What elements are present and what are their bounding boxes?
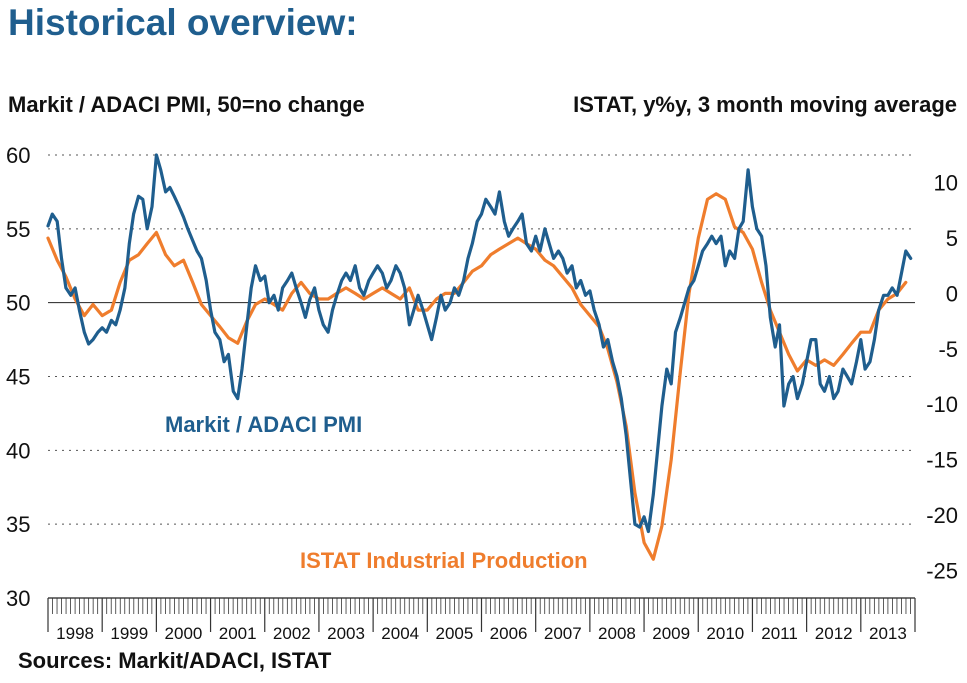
x-tick-label: 2013 bbox=[869, 624, 907, 643]
left-tick-label: 50 bbox=[6, 291, 30, 316]
left-tick-label: 55 bbox=[6, 217, 30, 242]
x-tick-label: 2009 bbox=[652, 624, 690, 643]
right-axis-title: ISTAT, y%y, 3 month moving average bbox=[573, 92, 957, 117]
x-tick-label: 2003 bbox=[327, 624, 365, 643]
right-tick-label: 0 bbox=[946, 281, 958, 306]
x-tick-label: 2005 bbox=[435, 624, 473, 643]
right-axis-ticks: -25 -20 -15 -10 -5 0 5 10 bbox=[926, 171, 958, 584]
x-tick-label: 1998 bbox=[56, 624, 94, 643]
right-tick-label: -5 bbox=[938, 337, 958, 362]
x-tick-label: 2008 bbox=[598, 624, 636, 643]
x-tick-label: 1999 bbox=[110, 624, 148, 643]
istat-line bbox=[46, 192, 908, 561]
left-tick-label: 45 bbox=[6, 365, 30, 390]
right-tick-label: 5 bbox=[946, 226, 958, 251]
source-note: Sources: Markit/ADACI, ISTAT bbox=[18, 648, 332, 673]
x-tick-label: 2011 bbox=[761, 624, 798, 643]
left-axis-ticks: 30 35 40 45 50 55 60 bbox=[6, 143, 30, 611]
x-tick-label: 2002 bbox=[273, 624, 311, 643]
x-tick-label: 2001 bbox=[219, 624, 257, 643]
right-tick-label: -10 bbox=[926, 392, 958, 417]
x-axis: 1998 1999 2000 2001 2002 2003 2004 2005 2006 2007… bbox=[47, 597, 916, 643]
right-tick-label: 10 bbox=[934, 171, 958, 196]
left-tick-label: 30 bbox=[6, 586, 30, 611]
left-tick-label: 40 bbox=[6, 438, 30, 463]
page-title: Historical overview: bbox=[8, 2, 358, 43]
x-tick-label: 2006 bbox=[490, 624, 528, 643]
x-tick-label: 2000 bbox=[165, 624, 203, 643]
right-tick-label: -20 bbox=[926, 503, 958, 528]
right-tick-label: -25 bbox=[926, 558, 958, 583]
series-lines bbox=[46, 153, 913, 561]
right-tick-label: -15 bbox=[926, 448, 958, 473]
pmi-series-label: Markit / ADACI PMI bbox=[165, 412, 362, 437]
x-tick-label: 2004 bbox=[381, 624, 419, 643]
x-tick-label: 2007 bbox=[544, 624, 582, 643]
pmi-line bbox=[46, 153, 913, 534]
istat-series-label: ISTAT Industrial Production bbox=[300, 548, 588, 573]
left-axis-title: Markit / ADACI PMI, 50=no change bbox=[8, 92, 365, 117]
left-tick-label: 60 bbox=[6, 143, 30, 168]
x-tick-label: 2012 bbox=[815, 624, 853, 643]
left-tick-label: 35 bbox=[6, 512, 30, 537]
x-tick-label: 2010 bbox=[706, 624, 744, 643]
